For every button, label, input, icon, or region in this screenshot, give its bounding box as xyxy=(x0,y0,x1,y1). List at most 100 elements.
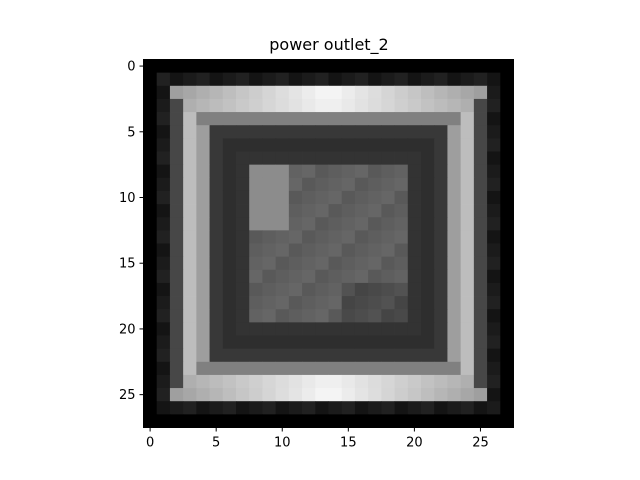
heatmap-cell xyxy=(341,72,356,87)
heatmap-cell xyxy=(275,177,290,192)
heatmap-cell xyxy=(209,309,224,323)
heatmap-cell xyxy=(275,282,290,297)
heatmap-cell xyxy=(500,112,514,126)
heatmap-cell xyxy=(473,256,488,271)
heatmap-cell xyxy=(169,322,184,336)
heatmap-cell xyxy=(341,335,356,350)
heatmap-cell xyxy=(288,85,303,100)
heatmap-cell xyxy=(487,335,501,350)
heatmap-cell xyxy=(288,138,303,152)
heatmap-cell xyxy=(407,256,422,271)
heatmap-cell xyxy=(381,335,395,350)
heatmap-cell xyxy=(302,98,316,113)
heatmap-cell xyxy=(275,348,290,363)
heatmap-cell xyxy=(473,138,488,152)
heatmap-cell xyxy=(183,230,197,244)
heatmap-cell xyxy=(275,72,290,87)
heatmap-cell xyxy=(302,138,316,152)
heatmap-cell xyxy=(262,217,277,231)
heatmap-cell xyxy=(156,374,171,389)
heatmap-cell xyxy=(222,296,237,310)
heatmap-cell xyxy=(421,374,435,389)
heatmap-cell xyxy=(183,85,197,100)
heatmap-cell xyxy=(421,401,435,415)
heatmap-cell xyxy=(302,151,316,166)
chart-title: power outlet_2 xyxy=(269,35,388,55)
heatmap-cell xyxy=(222,138,237,152)
heatmap-cell xyxy=(302,243,316,258)
heatmap-cell xyxy=(354,138,369,152)
heatmap-cell xyxy=(262,388,277,402)
heatmap-cell xyxy=(381,190,395,205)
heatmap-cell xyxy=(341,309,356,323)
heatmap-cell xyxy=(209,335,224,350)
heatmap-cell xyxy=(302,204,316,218)
heatmap-cell xyxy=(262,322,277,336)
heatmap-cell xyxy=(500,309,514,323)
heatmap-cell xyxy=(394,388,409,402)
heatmap-cell xyxy=(447,59,462,74)
heatmap-cell xyxy=(354,72,369,87)
heatmap-cell xyxy=(143,112,158,126)
heatmap-cell xyxy=(209,401,224,415)
heatmap-cell xyxy=(407,190,422,205)
heatmap-cell xyxy=(288,230,303,244)
heatmap-cell xyxy=(394,269,409,284)
heatmap-cell xyxy=(421,388,435,402)
heatmap-cell xyxy=(169,59,184,74)
heatmap-cell xyxy=(236,59,250,74)
heatmap-cell xyxy=(156,361,171,376)
heatmap-cell xyxy=(354,59,369,74)
heatmap-cell xyxy=(381,361,395,376)
heatmap-cell xyxy=(407,98,422,113)
heatmap-cell xyxy=(473,59,488,74)
heatmap-cell xyxy=(354,388,369,402)
heatmap-cell xyxy=(407,85,422,100)
heatmap-cell xyxy=(315,388,329,402)
heatmap-cell xyxy=(473,361,488,376)
heatmap-cell xyxy=(500,335,514,350)
heatmap-cell xyxy=(407,138,422,152)
heatmap-cell xyxy=(394,177,409,192)
heatmap-cell xyxy=(341,282,356,297)
heatmap-cell xyxy=(473,177,488,192)
heatmap-cell xyxy=(447,190,462,205)
heatmap-cell xyxy=(487,256,501,271)
heatmap-cell xyxy=(500,401,514,415)
heatmap-cell xyxy=(328,361,343,376)
heatmap-cell xyxy=(447,309,462,323)
heatmap-cell xyxy=(222,374,237,389)
heatmap-cell xyxy=(249,243,263,258)
heatmap-cell xyxy=(302,374,316,389)
heatmap-cell xyxy=(236,190,250,205)
heatmap-cell xyxy=(460,414,475,428)
heatmap-cell xyxy=(315,348,329,363)
heatmap-cell xyxy=(236,348,250,363)
heatmap-cell xyxy=(249,282,263,297)
heatmap-cell xyxy=(302,217,316,231)
heatmap-cell xyxy=(368,112,382,126)
heatmap-cell xyxy=(169,177,184,192)
heatmap-cell xyxy=(421,309,435,323)
heatmap-cell xyxy=(302,190,316,205)
heatmap-cell xyxy=(196,177,210,192)
heatmap-cell xyxy=(434,72,448,87)
heatmap-cell xyxy=(381,177,395,192)
heatmap-cell xyxy=(236,414,250,428)
heatmap-cell xyxy=(354,309,369,323)
heatmap-cell xyxy=(328,177,343,192)
heatmap-cell xyxy=(407,361,422,376)
heatmap-cell xyxy=(169,190,184,205)
heatmap-cell xyxy=(222,401,237,415)
heatmap-cell xyxy=(368,296,382,310)
heatmap-cell xyxy=(275,296,290,310)
heatmap-cell xyxy=(169,112,184,126)
heatmap-cell xyxy=(460,269,475,284)
heatmap-cell xyxy=(434,296,448,310)
heatmap-cell xyxy=(275,322,290,336)
heatmap-cell xyxy=(209,151,224,166)
heatmap-cell xyxy=(487,388,501,402)
heatmap-cell xyxy=(183,177,197,192)
heatmap-cell xyxy=(222,177,237,192)
heatmap-cell xyxy=(249,72,263,87)
